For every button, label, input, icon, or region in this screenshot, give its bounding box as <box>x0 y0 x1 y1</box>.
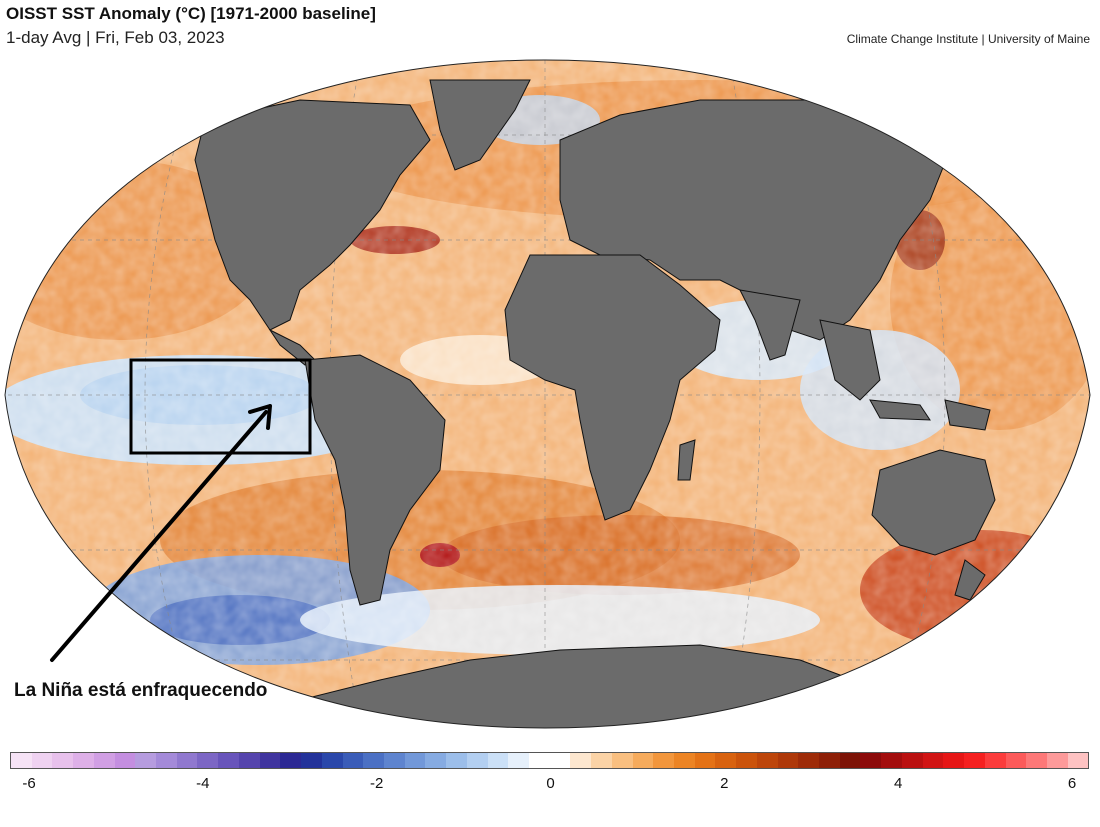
colorbar-cell <box>611 753 633 768</box>
colorbar-cell <box>11 753 32 768</box>
colorbar-cell <box>280 753 302 768</box>
chart-title: OISST SST Anomaly (°C) [1971-2000 baseli… <box>6 4 376 23</box>
colorbar-cell <box>798 753 820 768</box>
colorbar-cell <box>964 753 985 768</box>
sst-anomaly-map <box>4 59 1091 729</box>
colorbar-cell <box>404 753 426 768</box>
colorbar-cell <box>860 753 882 768</box>
colorbar-cell <box>570 753 592 768</box>
colorbar-cell <box>715 753 737 768</box>
colorbar-tick-label: -4 <box>196 775 210 792</box>
colorbar-cell <box>632 753 654 768</box>
colorbar-tick-label: -6 <box>22 775 36 792</box>
colorbar-cell <box>218 753 239 768</box>
colorbar-cell <box>135 753 157 768</box>
colorbar-cell <box>984 753 1006 768</box>
colorbar-cell <box>446 753 467 768</box>
colorbar-tick-label: 4 <box>893 775 903 792</box>
colorbar-cell <box>528 753 550 768</box>
colorbar-cell <box>819 753 840 768</box>
colorbar-cell <box>238 753 260 768</box>
colorbar-cell <box>197 753 219 768</box>
colorbar-cell <box>93 753 115 768</box>
colorbar-cell <box>156 753 177 768</box>
colorbar-cell <box>466 753 488 768</box>
colorbar-cell <box>425 753 447 768</box>
colorbar-cell <box>73 753 94 768</box>
colorbar-tick-label: 6 <box>1067 775 1077 792</box>
colorbar-cell <box>881 753 902 768</box>
colorbar-cell <box>736 753 757 768</box>
land <box>194 79 996 728</box>
colorbar-cell <box>777 753 799 768</box>
source-credit: Climate Change Institute | University of… <box>846 32 1090 46</box>
colorbar-cell <box>591 753 612 768</box>
colorbar-cell <box>549 753 571 768</box>
colorbar-cell <box>901 753 923 768</box>
annotation-arrow <box>50 404 272 662</box>
colorbar-cell <box>674 753 695 768</box>
map-outline <box>4 59 1091 729</box>
chart-subtitle: 1-day Avg | Fri, Feb 03, 2023 <box>6 28 225 47</box>
colorbar-cell <box>943 753 965 768</box>
nino-region-box <box>129 358 312 455</box>
colorbar-cell <box>259 753 281 768</box>
colorbar-cell <box>487 753 509 768</box>
colorbar-cell <box>321 753 343 768</box>
colorbar-cell <box>301 753 322 768</box>
annotation-text: La Niña está enfraquecendo <box>14 680 268 701</box>
colorbar-cell <box>922 753 944 768</box>
ocean-field <box>5 60 1090 728</box>
colorbar-cell <box>756 753 778 768</box>
colorbar-cell <box>694 753 716 768</box>
colorbar-cell <box>383 753 405 768</box>
colorbar-cell <box>1005 753 1027 768</box>
colorbar-tick-label: 0 <box>546 775 555 792</box>
colorbar-cell <box>1067 753 1089 768</box>
colorbar-cell <box>839 753 861 768</box>
colorbar-cell <box>114 753 136 768</box>
colorbar-cell <box>508 753 529 768</box>
colorbar-cell <box>1026 753 1047 768</box>
colorbar <box>10 752 1089 769</box>
colorbar-tick-label: 2 <box>720 775 729 792</box>
colorbar-cell <box>342 753 364 768</box>
colorbar-tick-label: -2 <box>369 775 384 792</box>
colorbar-cell <box>31 753 53 768</box>
colorbar-cell <box>653 753 674 768</box>
colorbar-cell <box>52 753 74 768</box>
colorbar-cell <box>176 753 198 768</box>
colorbar-cell <box>1046 753 1068 768</box>
colorbar-cell <box>363 753 384 768</box>
